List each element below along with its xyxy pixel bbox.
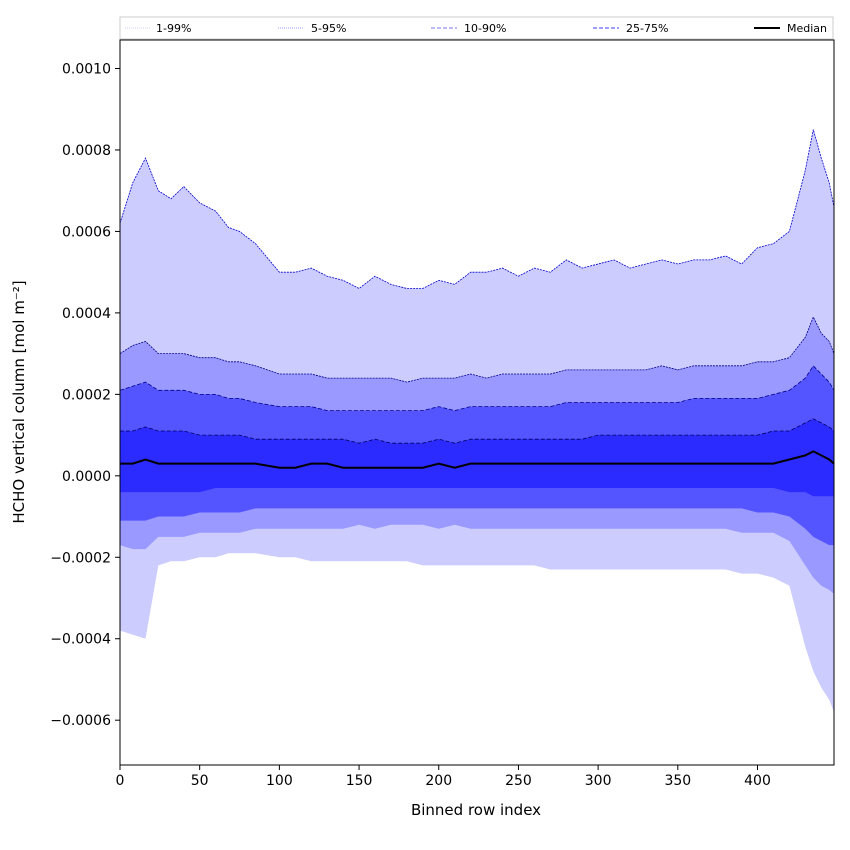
line-median [120,450,835,469]
x-tick-label: 200 [425,773,452,789]
y-axis-label: HCHO vertical column [mol m⁻²] [10,280,28,523]
line-75pct [120,418,835,444]
x-axis-label: Binned row index [411,801,541,819]
x-tick-label: 50 [191,773,209,789]
band-25-75pct [120,418,834,497]
x-tick-label: 250 [505,773,532,789]
axes: 0 50 100 150 200 250 300 350 400 −0.0006 −0.0004 −0… [50,39,835,789]
y-tick-label: 0.0010 [62,62,111,78]
x-tick-label: 300 [585,773,612,789]
y-tick-label: 0.0006 [62,224,111,240]
x-tick-label: 0 [116,773,125,789]
y-tick-label: 0.0008 [62,143,111,159]
y-tick-label: −0.0004 [50,632,111,648]
legend-label: 1-99% [156,22,191,35]
legend: 1-99% 5-95% 10-90% 25-75% Median [119,16,834,40]
legend-label: Median [787,22,827,35]
line-90pct [119,365,835,412]
legend-box [119,16,834,40]
y-tick-label: −0.0006 [50,713,111,729]
x-tick-label: 350 [664,773,691,789]
y-tick-label: 0.0002 [62,387,111,403]
line-99pct [119,129,835,289]
legend-label: 5-95% [311,22,346,35]
plot-frame [119,39,835,766]
y-tick-label: −0.0002 [50,550,111,566]
legend-label: 10-90% [464,22,506,35]
line-95pct [119,316,835,383]
x-tick-label: 150 [346,773,373,789]
line-layer [119,129,835,469]
legend-label: 25-75% [626,22,668,35]
y-tick-label: 0.0000 [62,469,111,485]
x-tick-label: 400 [744,773,771,789]
band-layer [120,129,834,713]
y-tick-label: 0.0004 [62,306,111,322]
x-tick-label: 100 [266,773,293,789]
